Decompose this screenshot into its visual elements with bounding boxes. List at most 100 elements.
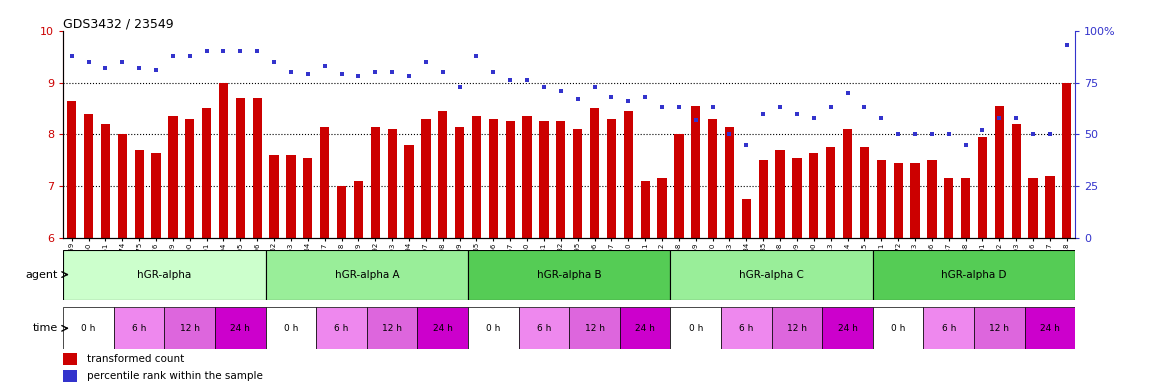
Bar (658, 179, 667, 238)
Bar (286, 155, 296, 238)
Bar (388, 129, 397, 238)
Point (636, 94, 654, 100)
Bar (995, 106, 1004, 238)
Text: 0 h: 0 h (486, 324, 500, 333)
Text: hGR-alpha C: hGR-alpha C (739, 270, 804, 280)
Bar (67, 101, 76, 238)
Point (264, 59, 283, 65)
Bar (873, 307, 923, 349)
Bar (135, 150, 144, 238)
Bar (185, 119, 194, 238)
Point (754, 111, 773, 117)
Text: 12 h: 12 h (787, 324, 807, 333)
Bar (455, 127, 465, 238)
Bar (269, 155, 278, 238)
Bar (873, 250, 1075, 300)
Text: 6 h: 6 h (335, 324, 348, 333)
Bar (724, 127, 734, 238)
Point (770, 104, 789, 111)
Bar (670, 307, 721, 349)
Bar (438, 111, 447, 238)
Point (366, 69, 384, 75)
Text: 0 h: 0 h (689, 324, 703, 333)
Point (805, 115, 823, 121)
Point (856, 104, 874, 111)
Point (737, 142, 756, 148)
Point (79, 59, 98, 65)
Bar (1063, 83, 1072, 238)
Text: percentile rank within the sample: percentile rank within the sample (87, 371, 263, 381)
Text: transformed count: transformed count (87, 354, 185, 364)
Point (62, 53, 81, 59)
Point (669, 104, 688, 111)
Point (619, 98, 637, 104)
Bar (405, 145, 414, 238)
Point (585, 84, 604, 90)
Bar (569, 307, 620, 349)
Text: 24 h: 24 h (635, 324, 656, 333)
Bar (923, 307, 974, 349)
Bar (117, 134, 126, 238)
Bar (168, 116, 177, 238)
Bar (674, 134, 683, 238)
Text: 24 h: 24 h (432, 324, 453, 333)
Bar (623, 111, 633, 238)
Bar (708, 119, 718, 238)
Point (720, 131, 738, 137)
Bar (557, 121, 566, 238)
Point (332, 71, 351, 77)
Point (872, 115, 890, 121)
Point (163, 53, 182, 59)
Bar (266, 307, 316, 349)
Bar (1025, 307, 1075, 349)
Point (821, 104, 839, 111)
Point (467, 53, 485, 59)
Text: 0 h: 0 h (82, 324, 95, 333)
Text: 24 h: 24 h (837, 324, 858, 333)
Text: 6 h: 6 h (739, 324, 753, 333)
Bar (974, 307, 1025, 349)
Point (315, 63, 334, 69)
Bar (84, 114, 93, 238)
Point (416, 59, 435, 65)
Bar (691, 106, 700, 238)
Bar (721, 307, 772, 349)
Text: 12 h: 12 h (584, 324, 605, 333)
Point (147, 67, 166, 73)
Point (501, 78, 520, 84)
Text: 6 h: 6 h (132, 324, 146, 333)
Bar (63, 353, 77, 365)
Text: 6 h: 6 h (537, 324, 551, 333)
Bar (417, 307, 468, 349)
Bar (152, 152, 161, 238)
Point (1041, 131, 1059, 137)
Bar (489, 119, 498, 238)
Bar (164, 307, 215, 349)
Text: hGR-alpha B: hGR-alpha B (537, 270, 601, 280)
Bar (320, 127, 329, 238)
Bar (1012, 124, 1021, 238)
Point (231, 48, 250, 55)
Point (704, 104, 722, 111)
Point (906, 131, 925, 137)
Bar (742, 199, 751, 238)
Bar (843, 129, 852, 238)
Text: 12 h: 12 h (989, 324, 1010, 333)
Bar (367, 307, 417, 349)
Bar (590, 108, 599, 238)
Point (940, 131, 958, 137)
Bar (607, 119, 616, 238)
Point (788, 111, 806, 117)
Bar (236, 98, 245, 238)
Bar (63, 370, 77, 382)
Point (400, 73, 419, 79)
Bar (114, 307, 164, 349)
Bar (620, 307, 670, 349)
Bar (792, 158, 802, 238)
Bar (810, 152, 819, 238)
Point (653, 104, 672, 111)
Point (484, 69, 503, 75)
Point (568, 96, 586, 102)
Bar (63, 250, 266, 300)
Bar (927, 161, 936, 238)
